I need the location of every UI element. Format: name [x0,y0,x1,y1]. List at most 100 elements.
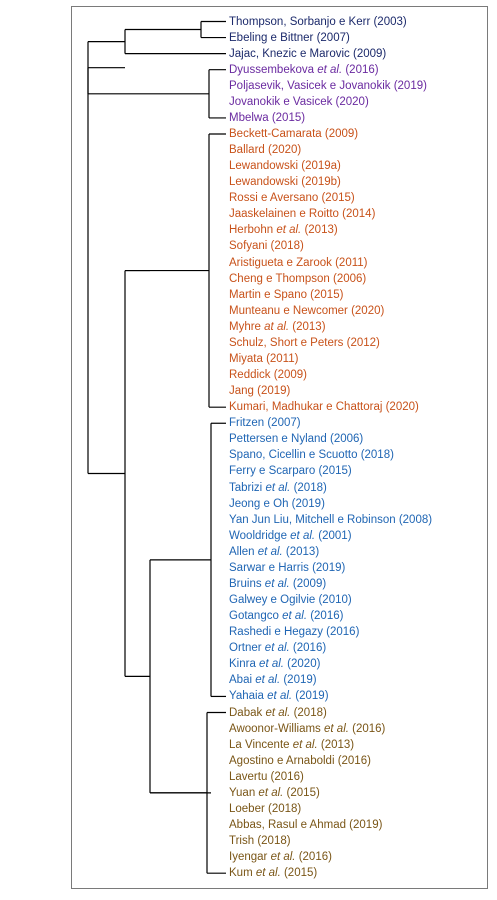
leaf-label-pre: Jeong e Oh (2019) [229,497,325,510]
leaf-label: Aristigueta e Zarook (2011) [229,256,368,270]
leaf-label: Rossi e Aversano (2015) [229,191,355,205]
leaf-label-it: et al. [270,851,296,864]
leaf-label-pre: Iyengar [229,851,271,864]
leaf-label: Poljasevik, Vasicek e Jovanokik (2019) [229,79,427,93]
leaf-label: Rashedi e Hegazy (2016) [229,625,359,639]
leaf-label: Sofyani (2018) [229,239,304,253]
leaf-label-pre: Kum [229,867,256,880]
leaf-label-pre: Schulz, Short e Peters (2012) [229,336,380,349]
leaf-label-it: et al. [265,706,291,719]
leaf-label: Iyengar et al. (2016) [229,850,332,864]
leaf-label: Sarwar e Harris (2019) [229,561,345,575]
leaf-label-it: et al. [282,610,308,623]
leaf-label: Yan Jun Liu, Mitchell e Robinson (2008) [229,513,432,527]
leaf-label-post: (2013) [282,545,320,558]
leaf-label-pre: Lewandowski (2019b) [229,176,341,189]
leaf-label-post: (2013) [301,224,338,237]
leaf-label-post: (2001) [315,529,352,542]
leaf-label-pre: Rashedi e Hegazy (2016) [229,626,360,639]
leaf-label-post: (2016) [295,851,332,864]
leaf-label-pre: Jaaskelainen e Roitto (2014) [229,208,376,221]
leaf-label-it: et al. [255,867,281,880]
leaf-label: Kumari, Madhukar e Chattoraj (2020) [229,400,419,414]
leaf-label-post: (2009) [289,577,327,590]
leaf-label: Tabrizi et al. (2018) [229,481,327,495]
leaf-label: Bruins et al. (2009) [229,577,326,591]
leaf-label-pre: Cheng e Thompson (2006) [229,272,367,285]
leaf-label: Ebeling e Bittner (2007) [229,31,350,45]
leaf-label-pre: Rossi e Aversano (2015) [229,192,355,205]
leaf-label-pre: Yuan [229,786,259,799]
leaf-label-post: (2019) [292,690,329,703]
leaf-label-pre: Dyussembekova [229,63,318,76]
leaf-label-pre: La Vincente [229,738,293,751]
leaf-label-post: (2013) [317,738,355,751]
leaf-label: Galwey e Ogilvie (2010) [229,593,352,607]
leaf-label-pre: Yan Jun Liu, Mitchell e Robinson (2008) [229,513,433,526]
leaf-label: Trish (2018) [229,834,291,848]
leaf-label: Jeong e Oh (2019) [229,497,325,511]
leaf-label-it: et al. [267,690,293,703]
leaf-label: Abai et al. (2019) [229,673,317,687]
leaf-label: Ballard (2020) [229,143,301,157]
leaf-label-pre: Jang (2019) [229,385,291,398]
leaf-label-pre: Wooldridge [229,529,291,542]
leaf-label-pre: Thompson, Sorbanjo e Kerr (2003) [229,15,407,28]
leaf-label-pre: Myhre [229,320,265,333]
leaf-label: Beckett-Camarata (2009) [229,127,358,141]
leaf-label-it: et al. [257,545,283,558]
leaf-label: Jaaskelainen e Roitto (2014) [229,207,375,221]
leaf-label-pre: Lavertu (2016) [229,770,304,783]
leaf-label: Jang (2019) [229,384,290,398]
figure-frame [71,6,488,889]
leaf-label-it: et al. [258,786,284,799]
leaf-label-post: (2018) [290,706,327,719]
leaf-label-pre: Spano, Cicellin e Scuotto (2018) [229,449,394,462]
leaf-label: Yuan et al. (2015) [229,786,320,800]
leaf-label-pre: Galwey e Ogilvie (2010) [229,594,352,607]
leaf-label-pre: Mbelwa (2015) [229,111,306,124]
leaf-label-it: et al. [290,529,316,542]
leaf-label-post: (2018) [290,481,327,494]
leaf-label: Spano, Cicellin e Scuotto (2018) [229,448,394,462]
leaf-label-pre: Yahaia [229,690,268,703]
leaf-label: Wooldridge et al. (2001) [229,529,352,543]
leaf-label-pre: Abbas, Rasul e Ahmad (2019) [229,819,383,831]
leaf-label-post: (2016) [307,610,344,623]
leaf-label-it: et al. [265,481,291,494]
leaf-label-pre: Trish (2018) [229,835,291,848]
leaf-label-pre: Tabrizi [229,481,266,494]
leaf-label-pre: Martin e Spano (2015) [229,288,344,301]
leaf-label-it: et al. [324,722,349,735]
leaf-label: Myhre at al. (2013) [229,320,326,334]
leaf-label: Lavertu (2016) [229,770,304,784]
leaf-label: Allen et al. (2013) [229,545,319,559]
leaf-label: Abbas, Rasul e Ahmad (2019) [229,818,382,832]
leaf-label: Dyussembekova et al. (2016) [229,63,379,77]
leaf-label: Kum et al. (2015) [229,866,317,880]
leaf-label-pre: Jovanokik e Vasicek (2020) [229,95,369,108]
leaf-label-post: (2016) [348,722,386,735]
leaf-label-pre: Ferry e Scarparo (2015) [229,465,352,478]
leaf-label: Pettersen e Nyland (2006) [229,432,363,446]
leaf-label-pre: Dabak [229,706,266,719]
leaf-label-pre: Awoonor-Williams [229,722,325,735]
leaf-label-pre: Herbohn [229,224,277,237]
leaf-label: Miyata (2011) [229,352,298,366]
leaf-label-post: (2015) [283,786,320,799]
leaf-label-pre: Beckett-Camarata (2009) [229,127,359,140]
leaf-label: Fritzen (2007) [229,416,301,430]
leaf-label: Munteanu e Newcomer (2020) [229,304,384,318]
leaf-label-it: et al. [264,642,290,655]
leaf-label: Ortner et al. (2016) [229,641,326,655]
leaf-label: Lewandowski (2019a) [229,159,341,173]
leaf-label-post: (2016) [342,63,379,76]
leaf-label-pre: Loeber (2018) [229,802,302,815]
leaf-label: Jajac, Knezic e Marovic (2009) [229,47,386,61]
leaf-label-post: (2015) [280,867,318,880]
leaf-label-pre: Miyata (2011) [229,352,299,365]
leaf-label-pre: Poljasevik, Vasicek e Jovanokik (2019) [229,79,427,92]
leaf-label-it: et al. [259,658,284,671]
